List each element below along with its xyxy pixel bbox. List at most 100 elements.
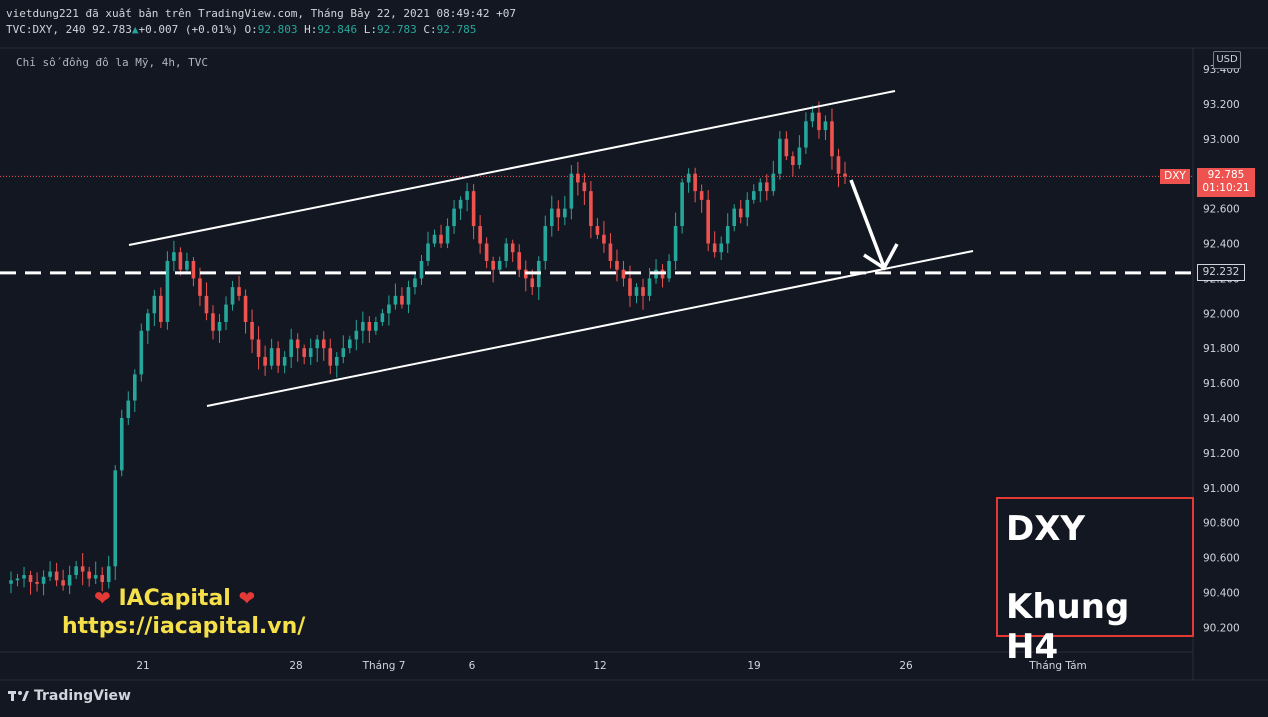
candle-body (328, 348, 333, 366)
time-tick-label: 12 (593, 660, 606, 672)
candle-body (321, 339, 326, 349)
candle-body (484, 243, 489, 261)
symbol-price-tag: DXY (1160, 169, 1190, 184)
candle-body (478, 226, 482, 244)
candle-body (732, 208, 737, 227)
price-tick-label: 93.200 (1203, 99, 1240, 111)
candle-body (810, 112, 815, 122)
candle-body (843, 173, 847, 177)
candle-body (380, 313, 385, 323)
symbol-description: Chỉ số đồng đô la Mỹ, 4h, TVC (16, 56, 209, 69)
candle-body (354, 330, 359, 340)
candle-body (35, 582, 39, 584)
price-tick-label: 90.600 (1203, 553, 1240, 565)
brand-watermark: ❤ IACapital ❤ https://iacapital.vn/ (62, 584, 305, 641)
candle-body (543, 226, 548, 261)
candle-body (146, 313, 150, 331)
candle-body (41, 576, 46, 584)
time-tick-label: 28 (289, 660, 302, 672)
candle-body (452, 208, 456, 227)
close-value: 92.785 (436, 23, 477, 36)
candle-body (504, 243, 508, 261)
candlestick-series (9, 101, 847, 596)
candle-body (211, 313, 215, 331)
time-axis: 21 28 Tháng 7 6 12 19 26 Tháng Tám (136, 660, 1086, 672)
candle-body (804, 121, 808, 148)
candle-body (159, 295, 163, 323)
candle-body (784, 138, 789, 157)
candle-body (87, 571, 91, 579)
candle-body (178, 252, 183, 270)
last-price: 92.783 (92, 23, 132, 36)
candle-body (823, 121, 828, 131)
price-tick-label: 90.400 (1203, 588, 1240, 600)
candle-body (836, 156, 841, 174)
candle-body (106, 566, 111, 583)
candle-body (510, 243, 515, 253)
candle-body (595, 226, 600, 235)
arrow-head (863, 243, 899, 271)
price-axis: 93.40093.20093.00092.80092.60092.40092.2… (1203, 64, 1240, 634)
arrow-shaft[interactable] (849, 179, 886, 268)
brand-url[interactable]: https://iacapital.vn/ (62, 614, 306, 639)
candle-body (93, 575, 98, 579)
candle-body (602, 234, 606, 244)
candle-body (765, 182, 769, 192)
current-price-value: 92.785 (1207, 169, 1245, 181)
info-box: DXY Khung H4 (996, 497, 1194, 667)
candle-body (119, 418, 124, 471)
candle-body (204, 295, 209, 314)
candle-body (224, 304, 228, 323)
candle-body (132, 374, 137, 401)
candle-body (172, 252, 176, 261)
candle-body (634, 287, 639, 296)
price-change: +0.007 (+0.01%) (138, 23, 238, 36)
candle-body (432, 234, 437, 244)
chart-header: vietdung221 đã xuất bản trên TradingView… (6, 7, 516, 36)
candle-body (628, 278, 632, 296)
info-symbol: DXY (1006, 509, 1086, 549)
candle-body (191, 260, 196, 279)
candle-body (471, 191, 476, 227)
candle-body (341, 348, 346, 357)
channel-lower-line[interactable] (206, 250, 974, 407)
candle-body (230, 287, 235, 305)
candle-body (771, 173, 776, 192)
level-price-tag: 92.232 (1197, 264, 1245, 281)
channel-upper-line[interactable] (128, 90, 896, 246)
candle-body (9, 580, 13, 584)
candle-body (641, 287, 645, 296)
candle-body (28, 575, 33, 583)
candle-body (517, 252, 522, 270)
footer-brand[interactable]: TradingView (8, 688, 131, 704)
candle-body (100, 575, 105, 583)
low-value: 92.783 (376, 23, 417, 36)
candle-body (589, 191, 593, 227)
publish-info: vietdung221 đã xuất bản trên TradingView… (6, 7, 516, 20)
candle-body (334, 356, 339, 366)
price-tick-label: 92.000 (1203, 308, 1240, 320)
price-tick-label: 92.400 (1203, 239, 1240, 251)
candle-body (67, 575, 72, 586)
candle-body (576, 173, 580, 183)
candle-body (387, 304, 391, 314)
candle-body (445, 226, 450, 244)
candle-body (198, 278, 202, 296)
price-tick-label: 91.800 (1203, 343, 1240, 355)
open-value: 92.803 (257, 23, 298, 36)
time-tick-label: Tháng Tám (1028, 660, 1087, 672)
candle-body (621, 269, 626, 279)
candle-body (237, 287, 241, 296)
currency-label[interactable]: USD (1213, 51, 1241, 69)
brand-name: IACapital (118, 586, 231, 611)
current-price-tag: 92.785 01:10:21 (1197, 168, 1255, 197)
price-tick-label: 91.400 (1203, 413, 1240, 425)
candle-body (497, 260, 502, 270)
candle-body (673, 226, 678, 261)
candle-body (556, 208, 561, 218)
candle-body (15, 578, 20, 581)
candle-body (113, 470, 118, 567)
footer-brand-name: TradingView (34, 688, 131, 704)
candle-body (751, 191, 756, 200)
